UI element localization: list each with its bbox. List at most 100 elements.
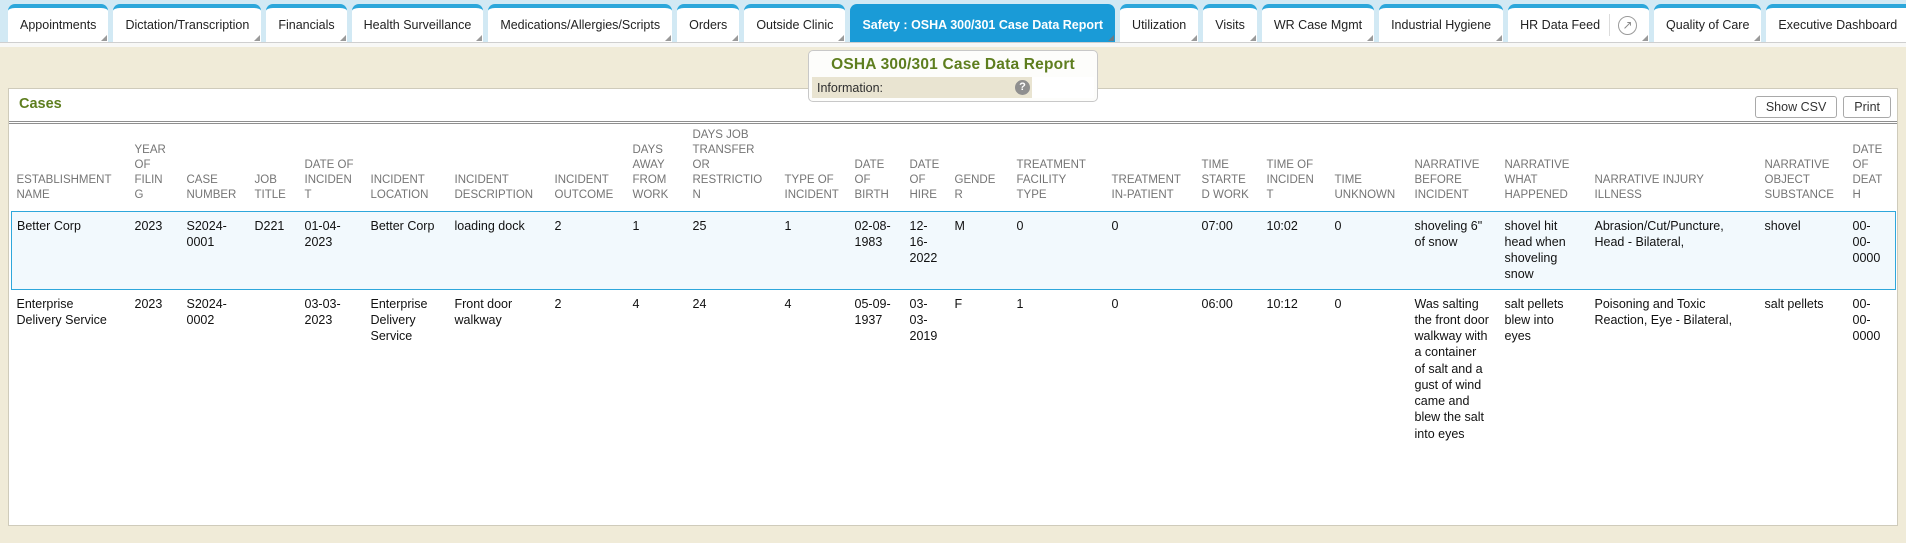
tab-label: Health Surveillance (363, 18, 472, 32)
column-header-date-of-birth: DATE OF BIRTH (854, 158, 889, 201)
tab-label: Industrial Hygiene (1391, 18, 1492, 32)
tab-wr-case-mgmt[interactable]: WR Case Mgmt (1261, 4, 1375, 42)
tab-corner-fold-icon (1249, 35, 1256, 41)
column-header-time-of-incident: TIME OF INCIDENT (1266, 158, 1314, 201)
column-header-type-of-incident: TYPE OF INCIDENT (784, 173, 839, 201)
tab-label: WR Case Mgmt (1273, 18, 1363, 32)
table-cell: 2 (554, 296, 562, 311)
tab-medications-allergies-scripts[interactable]: Medications/Allergies/Scripts (488, 4, 673, 42)
table-cell: 03-03-2023 (304, 296, 341, 327)
print-button[interactable]: Print (1843, 96, 1891, 118)
help-icon[interactable]: ? (1015, 80, 1030, 95)
tab-dictation-transcription[interactable]: Dictation/Transcription (113, 4, 262, 42)
table-cell: Better Corp (11, 210, 130, 290)
table-cell: 25 (687, 210, 780, 290)
tab-corner-fold-icon (1754, 35, 1761, 41)
table-cell: Poisoning and Toxic Reaction, Eye - Bila… (1594, 296, 1733, 327)
column-header-gender: GENDER (954, 173, 996, 201)
table-cell: 4 (784, 296, 792, 311)
column-header-job-title: JOB TITLE (254, 173, 286, 201)
tab-outside-clinic[interactable]: Outside Clinic (744, 4, 846, 42)
column-header-date-of-hire: DATE OF HIRE (909, 158, 940, 201)
column-header-narrative-what-happened: NARRATIVE WHAT HAPPENED (1504, 158, 1570, 201)
table-cell: 12-16-2022 (904, 210, 950, 290)
column-header-date-of-incident: DATE OF INCIDENT (304, 158, 354, 201)
tabbar-divider (0, 42, 1906, 47)
column-header-incident-outcome: INCIDENT OUTCOME (554, 173, 614, 201)
tab-financials[interactable]: Financials (266, 4, 347, 42)
tab-corner-fold-icon (101, 35, 108, 41)
tab-corner-fold-icon (254, 35, 261, 41)
page-title: OSHA 300/301 Case Data Report (831, 56, 1075, 73)
tab-corner-fold-icon (476, 35, 483, 41)
column-header-days-away-from-work: DAYS AWAY FROM WORK (632, 143, 669, 201)
table-row[interactable]: Enterprise Delivery Service 2023 S2024-000… (12, 289, 1896, 446)
table-cell: 0 (1334, 296, 1342, 311)
section-title: Cases (19, 96, 62, 112)
column-header-case-number: CASE NUMBER (186, 173, 237, 201)
column-header-year-of-filing: YEAR OF FILING (134, 143, 166, 201)
tab-corner-fold-icon (1642, 35, 1649, 41)
table-cell: 00-00-0000 (1852, 296, 1881, 344)
table-cell: 03-03-2019 (909, 296, 938, 344)
column-header-narrative-before-incident: NARRATIVE BEFORE INCIDENT (1414, 158, 1480, 201)
table-cell: 0 (1329, 210, 1410, 290)
table-cell: salt pellets (1764, 296, 1824, 311)
tab-label: Safety : OSHA 300/301 Case Data Report (862, 18, 1104, 32)
table-cell: S2024-0002 (186, 296, 227, 327)
tab-corner-fold-icon (339, 35, 346, 41)
tab-safety-osha-300-301-case-data-report[interactable]: Safety : OSHA 300/301 Case Data Report (850, 4, 1116, 42)
tab-corner-fold-icon (1191, 35, 1198, 41)
column-header-narrative-object-substance: NARRATIVE OBJECT SUBSTANCE (1764, 158, 1834, 201)
column-header-narrative-injury-illness: NARRATIVE INJURY ILLNESS (1594, 173, 1704, 201)
table-row[interactable]: Better Corp 2023 S2024-0001 D221 01-04-2023 B… (11, 210, 1896, 290)
table-cell: 0 (1111, 296, 1119, 311)
column-header-establishment-name: ESTABLISHMENT NAME (16, 173, 112, 201)
column-header-treatment-facility-type: TREATMENT FACILITY TYPE (1016, 158, 1086, 201)
table-cell: 0 (1106, 210, 1197, 290)
tab-health-surveillance[interactable]: Health Surveillance (351, 4, 484, 42)
tab-divider (1609, 14, 1611, 36)
tab-quality-of-care[interactable]: Quality of Care (1654, 4, 1762, 42)
table-cell: Enterprise Delivery Service (16, 296, 107, 327)
information-label: Information: (817, 80, 884, 95)
table-cell: 05-09-1937 (854, 296, 891, 327)
tab-appointments[interactable]: Appointments (8, 4, 109, 42)
table-cell: 06:00 (1201, 296, 1233, 311)
panel-actions: Show CSV Print (1754, 96, 1891, 118)
tab-label: Executive Dashboard (1778, 18, 1898, 32)
table-header-row: ESTABLISHMENT NAME YEAR OF FILING CASE NUM… (12, 124, 1896, 211)
column-header-incident-description: INCIDENT DESCRIPTION (454, 173, 534, 201)
show-csv-button[interactable]: Show CSV (1754, 96, 1838, 118)
report-title-box: OSHA 300/301 Case Data Report Informatio… (808, 50, 1098, 102)
tab-label: Dictation/Transcription (125, 18, 250, 32)
tab-industrial-hygiene[interactable]: Industrial Hygiene (1379, 4, 1504, 42)
column-header-days-job-transfer-or-restriction: DAYS JOB TRANSFER OR RESTRICTION (692, 129, 763, 201)
tab-visits[interactable]: Visits (1203, 4, 1257, 42)
table-cell: 02-08-1983 (849, 210, 905, 290)
tab-label: HR Data Feed (1520, 18, 1601, 32)
table-cell: salt pellets blew into eyes (1504, 296, 1564, 344)
cases-panel-header: Cases Show CSV Print (9, 89, 1897, 121)
table-cell: 10:02 (1261, 210, 1330, 290)
table-cell: Better Corp (365, 210, 450, 290)
tab-hr-data-feed[interactable]: HR Data Feed ↗ (1508, 4, 1650, 42)
tab-corner-fold-icon (1367, 35, 1374, 41)
tab-corner-fold-icon (838, 35, 845, 41)
table-cell: shovel hit head when shoveling snow (1499, 210, 1590, 290)
tab-label: Quality of Care (1666, 18, 1750, 32)
table-cell: 0 (1011, 210, 1107, 290)
cases-panel: Cases Show CSV Print ESTABLISHMENT NAME Y… (8, 88, 1898, 526)
tab-bar: Appointments Dictation/Transcription Finan… (0, 0, 1906, 42)
tab-executive-dashboard[interactable]: Executive Dashboard↗ (1766, 4, 1906, 42)
table-cell: 1 (627, 210, 688, 290)
column-header-treatment-in-patient: TREATMENT IN-PATIENT (1111, 173, 1181, 201)
column-header-time-started-work: TIME STARTED WORK (1201, 158, 1249, 201)
tab-label: Financials (278, 18, 335, 32)
tab-orders[interactable]: Orders (677, 4, 740, 42)
column-header-date-of-death: DATE OF DEATH (1852, 143, 1883, 201)
external-link-icon[interactable]: ↗ (1618, 15, 1638, 35)
tab-utilization[interactable]: Utilization (1120, 4, 1199, 42)
column-header-incident-location: INCIDENT LOCATION (370, 173, 429, 201)
